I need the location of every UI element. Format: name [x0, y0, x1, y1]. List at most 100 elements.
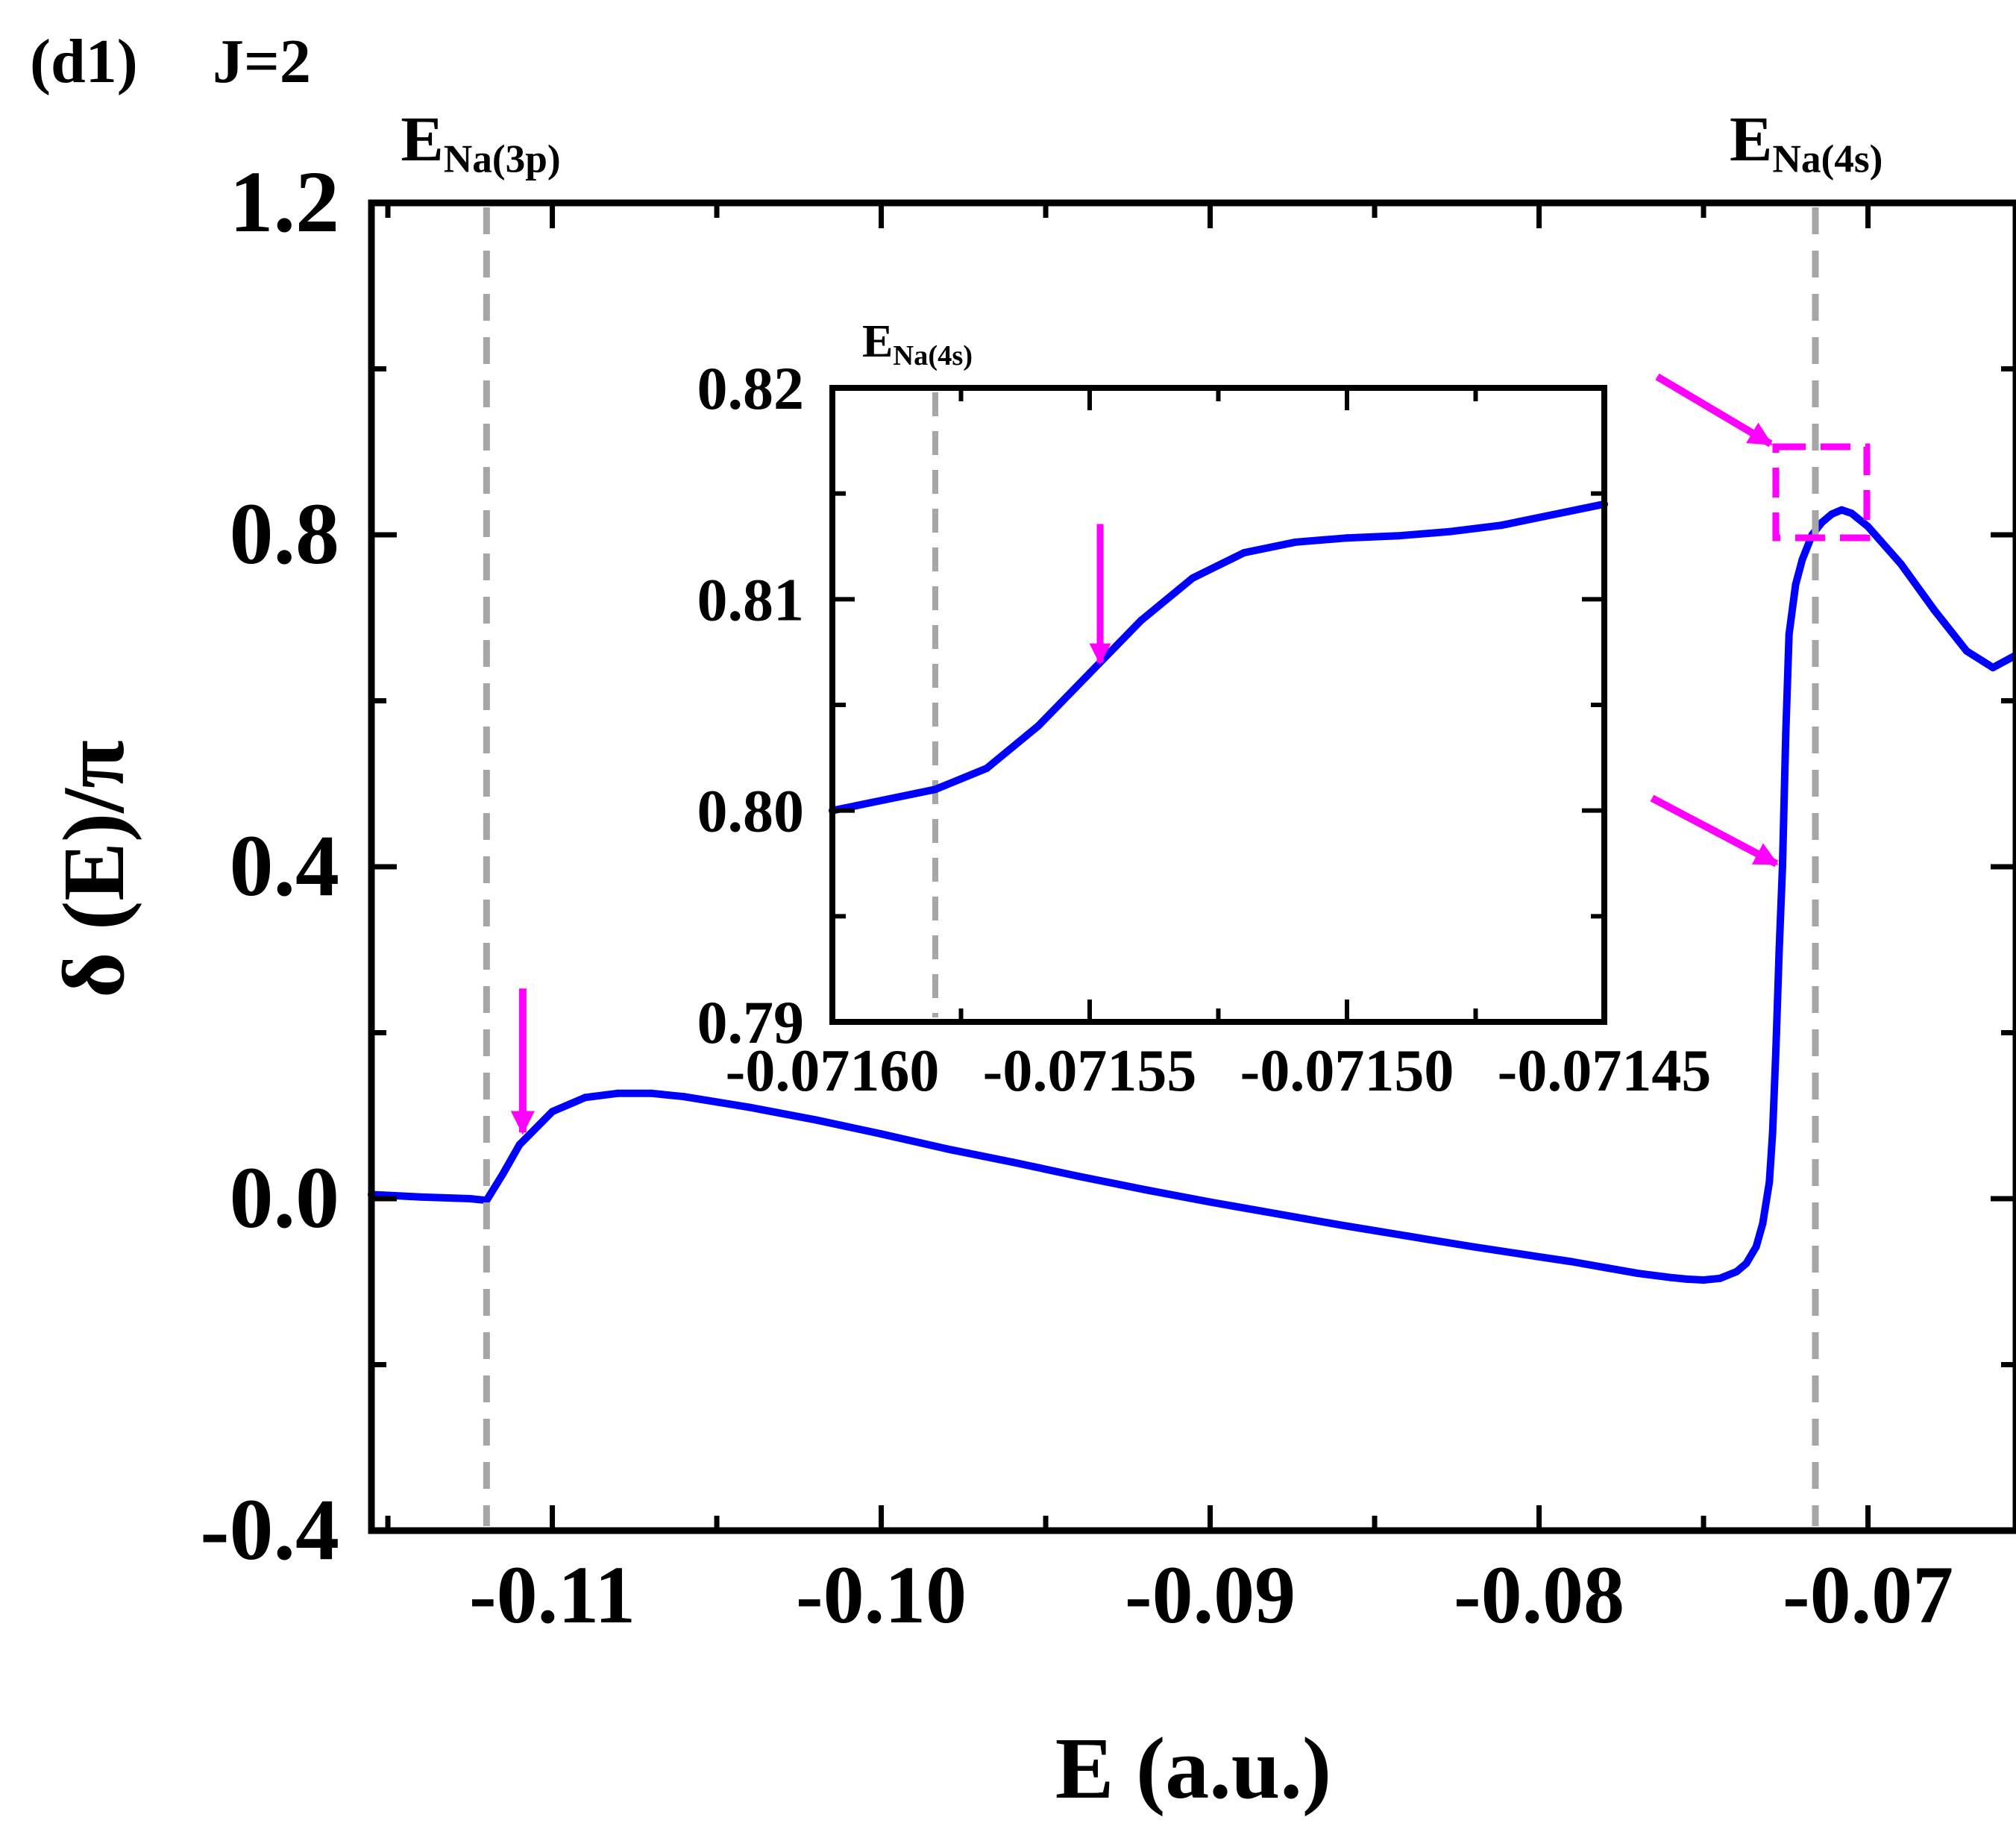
main-curve-point: [1469, 1243, 1478, 1251]
main-curve-point: [1798, 556, 1806, 564]
main-curve-point: [877, 1130, 885, 1138]
main-curve-point: [1929, 606, 1938, 614]
inset-curve-point: [1137, 616, 1145, 624]
main-curve-point: [811, 1116, 820, 1124]
main-curve-point: [1785, 630, 1793, 639]
main-curve-point: [1733, 1267, 1741, 1276]
inset-x-tick-label: -0.07145: [1498, 1038, 1712, 1104]
main-x-tick-label: -0.08: [1454, 1549, 1624, 1640]
inset-plot-frame: [829, 385, 1607, 1025]
main-curve-point: [466, 1195, 474, 1202]
main-threshold-label-subscript: Na(4s): [1772, 136, 1882, 181]
inset-curve-point: [1292, 538, 1299, 546]
main-curve-point: [1864, 522, 1872, 530]
main-threshold-label: ENa(4s): [1730, 103, 1882, 181]
main-curve-point: [1075, 1172, 1083, 1180]
main-curve-point: [417, 1193, 425, 1201]
inset-curve-point: [1549, 511, 1557, 518]
inset-curve-point: [1446, 527, 1454, 536]
inset-curve-point: [1240, 549, 1248, 556]
main-threshold-label-subscript: Na(3p): [444, 136, 561, 181]
panel-label: (d1): [30, 27, 138, 96]
main-curve-point: [1897, 559, 1905, 568]
main-threshold-label: ENa(3p): [401, 103, 560, 181]
main-curve-point: [943, 1145, 951, 1153]
inset-curve-point: [1498, 521, 1505, 530]
inset-y-tick-label: 0.80: [697, 777, 805, 845]
main-y-tick-label: 1.2: [230, 153, 340, 251]
main-curve-point: [1772, 1045, 1780, 1053]
main-curve-point: [1337, 1221, 1345, 1229]
rise-arrow: [1650, 794, 1779, 867]
main-curve-point: [1792, 580, 1800, 589]
main-curve-point: [1700, 1276, 1708, 1284]
main-x-tick-label: -0.07: [1783, 1549, 1953, 1640]
main-curve-point: [1962, 647, 1971, 655]
main-curve-point: [483, 1196, 491, 1205]
main-y-tick-label: 0.4: [230, 817, 340, 914]
panel-subtitle: J=2: [213, 27, 311, 96]
main-curve-point: [1765, 1178, 1774, 1186]
main-curve-point: [1775, 946, 1783, 954]
main-curve-point: [548, 1108, 556, 1116]
main-curve-point: [1752, 1243, 1760, 1251]
inset-curve-line: [829, 500, 1608, 815]
main-curve-point: [581, 1094, 589, 1102]
main-curve-point: [1838, 506, 1846, 514]
main-curve-point: [1683, 1275, 1691, 1283]
main-curve-point: [1633, 1270, 1642, 1278]
inset-x-tick-label: -0.07150: [1240, 1038, 1454, 1104]
inset-y-tick-label: 0.79: [697, 988, 805, 1056]
inset-curve-point: [1343, 534, 1351, 542]
zoom-box: [1772, 443, 1871, 542]
main-curve-point: [1847, 509, 1856, 518]
main-curve-point: [1404, 1232, 1412, 1240]
main-curve-point: [1742, 1259, 1750, 1267]
main-curve-point: [1716, 1274, 1724, 1282]
main-x-tick-label: -0.10: [796, 1549, 967, 1640]
main-curve-point: [1778, 863, 1786, 870]
x-axis-label: E (a.u.): [1055, 1719, 1331, 1817]
inset-threshold-label-subscript: Na(4s): [893, 340, 973, 371]
inset-chart: ENa(4s) -0.07160 -0.07155 -0.07150 -0.07145…: [697, 316, 1712, 1104]
inset-curve-point: [1034, 722, 1042, 730]
y-axis-label: δ (E)/π: [45, 740, 142, 997]
main-curve-point: [1666, 1273, 1674, 1281]
main-curve-point: [1535, 1252, 1543, 1261]
inset-y-tick-label: 0.82: [697, 354, 805, 422]
main-curve-point: [1206, 1198, 1214, 1206]
main-x-tick-label: -0.09: [1125, 1549, 1296, 1640]
main-curve-point: [1818, 518, 1826, 527]
main-curve-point: [1272, 1210, 1280, 1218]
inset-x-tick-label: -0.07155: [983, 1038, 1197, 1104]
inset-threshold-label: ENa(4s): [862, 316, 973, 371]
zoom-arrow: [1655, 373, 1773, 448]
inset-background: [832, 388, 1604, 1022]
main-curve-point: [1568, 1258, 1576, 1266]
main-curve-point: [614, 1089, 622, 1097]
main-curve-point: [746, 1103, 754, 1111]
inset-x-tick-label: -0.07160: [726, 1038, 940, 1104]
main-plot-frame: [368, 199, 2016, 1534]
main-curve-point: [1768, 1129, 1777, 1136]
main-y-tick-label: -0.4: [200, 1481, 339, 1578]
main-curve-point: [1008, 1158, 1017, 1167]
main-curve-point: [1140, 1185, 1149, 1193]
main-curve-point: [499, 1170, 507, 1178]
inset-curve-point: [983, 765, 990, 772]
main-curve-point: [647, 1089, 655, 1097]
main-x-tick-label: -0.11: [469, 1549, 635, 1640]
inset-y-tick-label: 0.81: [697, 565, 805, 633]
main-curve-point: [1782, 730, 1790, 738]
inset-curve-point: [1395, 532, 1402, 540]
main-curve-point: [1759, 1220, 1767, 1228]
inset-curve-point: [932, 785, 939, 794]
inset-curve-point: [1086, 669, 1093, 677]
main-curve-point: [1989, 664, 1997, 671]
main-curve-point: [1828, 510, 1836, 518]
inset-curve-point: [880, 796, 888, 804]
main-y-tick-label: 0.8: [230, 485, 340, 583]
main-y-tick-label: 0.0: [230, 1149, 340, 1246]
main-curve-point: [679, 1093, 688, 1101]
